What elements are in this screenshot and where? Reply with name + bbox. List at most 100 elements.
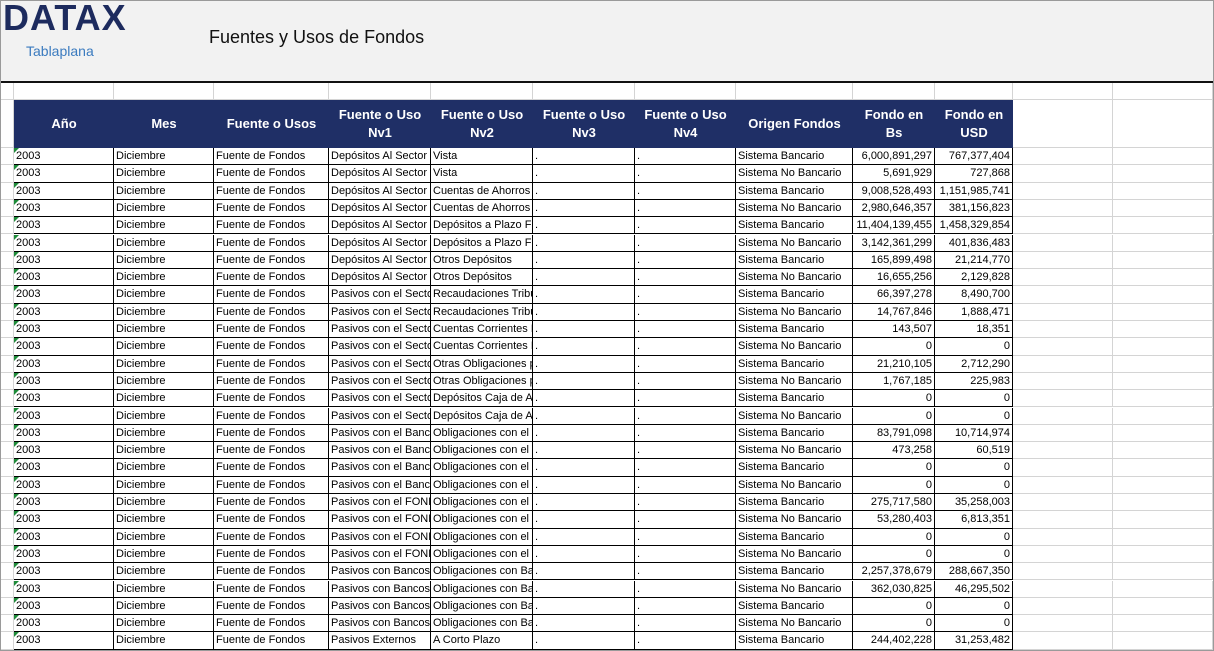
column-header: Fuente o Uso Nv2 bbox=[431, 100, 533, 148]
table-cell: . bbox=[533, 321, 635, 339]
table-cell: Cuentas Corrientes Fi bbox=[431, 321, 533, 339]
table-cell: Fuente de Fondos bbox=[214, 148, 329, 166]
table-cell: Recaudaciones Tribut bbox=[431, 286, 533, 304]
table-cell: Diciembre bbox=[114, 424, 214, 443]
table-cell: 244,402,228 bbox=[853, 632, 935, 650]
table-cell: 767,377,404 bbox=[935, 148, 1013, 166]
table-cell: Sistema No Bancario bbox=[736, 511, 853, 529]
table-cell: 35,258,003 bbox=[935, 494, 1013, 512]
table-cell: 2003 bbox=[14, 528, 114, 546]
table-cell: Obligaciones con Bar bbox=[431, 615, 533, 633]
table-cell: Obligaciones con el B bbox=[431, 442, 533, 460]
table-cell: Diciembre bbox=[114, 165, 214, 183]
empty-cell bbox=[1013, 494, 1113, 512]
empty-cell bbox=[1113, 563, 1213, 581]
table-cell: 2003 bbox=[14, 390, 114, 408]
empty-cell bbox=[1, 83, 14, 100]
table-cell: Depósitos Caja de Ah bbox=[431, 407, 533, 425]
table-cell: . bbox=[533, 372, 635, 391]
empty-cell bbox=[1013, 545, 1113, 564]
table-cell: 66,397,278 bbox=[853, 286, 935, 304]
table-cell: Obligaciones con el B bbox=[431, 476, 533, 494]
table-cell: . bbox=[533, 615, 635, 633]
empty-cell bbox=[1113, 545, 1213, 564]
table-cell: Pasivos con el Sector bbox=[329, 321, 431, 339]
empty-cell bbox=[1113, 597, 1213, 616]
table-cell: Fuente de Fondos bbox=[214, 165, 329, 183]
empty-cell bbox=[1013, 182, 1113, 200]
table-cell: Sistema Bancario bbox=[736, 251, 853, 270]
table-cell: . bbox=[635, 511, 736, 529]
table-cell: 2003 bbox=[14, 632, 114, 650]
table-cell: . bbox=[533, 494, 635, 512]
table-cell: Fuente de Fondos bbox=[214, 511, 329, 529]
table-cell: . bbox=[635, 269, 736, 287]
table-cell: 275,717,580 bbox=[853, 494, 935, 512]
empty-cell bbox=[1013, 580, 1113, 598]
table-cell: Fuente de Fondos bbox=[214, 459, 329, 477]
table-cell: 0 bbox=[935, 597, 1013, 616]
table-cell: Fuente de Fondos bbox=[214, 251, 329, 270]
table-cell: Fuente de Fondos bbox=[214, 199, 329, 218]
table-cell: . bbox=[635, 459, 736, 477]
empty-cell bbox=[635, 83, 736, 100]
empty-cell bbox=[1, 372, 14, 391]
empty-cell bbox=[1013, 459, 1113, 477]
empty-cell bbox=[214, 83, 329, 100]
table-cell: Depósitos Al Sector P bbox=[329, 234, 431, 252]
table-cell: Sistema No Bancario bbox=[736, 338, 853, 356]
table-cell: Sistema No Bancario bbox=[736, 476, 853, 494]
table-cell: Diciembre bbox=[114, 234, 214, 252]
table-cell: Fuente de Fondos bbox=[214, 580, 329, 598]
empty-cell bbox=[1, 511, 14, 529]
empty-cell bbox=[1113, 303, 1213, 321]
table-cell: . bbox=[533, 165, 635, 183]
table-cell: . bbox=[635, 234, 736, 252]
table-cell: Fuente de Fondos bbox=[214, 528, 329, 546]
empty-cell bbox=[1013, 199, 1113, 218]
table-cell: Sistema No Bancario bbox=[736, 303, 853, 321]
table-cell: Sistema Bancario bbox=[736, 528, 853, 546]
empty-cell bbox=[1113, 494, 1213, 512]
empty-cell bbox=[1, 269, 14, 287]
column-header: Fuente o Uso Nv1 bbox=[329, 100, 431, 148]
table-cell: Sistema Bancario bbox=[736, 597, 853, 616]
table-cell: 2003 bbox=[14, 286, 114, 304]
empty-cell bbox=[1113, 100, 1213, 148]
empty-cell bbox=[1, 563, 14, 581]
table-cell: 0 bbox=[853, 528, 935, 546]
empty-cell bbox=[1, 321, 14, 339]
empty-cell bbox=[1, 545, 14, 564]
empty-cell bbox=[1, 251, 14, 270]
empty-cell bbox=[1013, 615, 1113, 633]
empty-cell bbox=[1, 165, 14, 183]
table-cell: 2003 bbox=[14, 459, 114, 477]
table-cell: . bbox=[635, 165, 736, 183]
empty-cell bbox=[1013, 632, 1113, 650]
table-cell: 2,980,646,357 bbox=[853, 199, 935, 218]
table-cell: 0 bbox=[853, 459, 935, 477]
table-cell: 2003 bbox=[14, 580, 114, 598]
table-cell: 2003 bbox=[14, 424, 114, 443]
column-header: Fondo en USD bbox=[935, 100, 1013, 148]
empty-cell bbox=[1113, 217, 1213, 235]
table-cell: Sistema No Bancario bbox=[736, 615, 853, 633]
empty-cell bbox=[1113, 338, 1213, 356]
table-cell: 21,214,770 bbox=[935, 251, 1013, 270]
table-cell: 1,767,185 bbox=[853, 372, 935, 391]
table-cell: . bbox=[635, 199, 736, 218]
table-cell: . bbox=[635, 476, 736, 494]
table-cell: Pasivos con el Sector bbox=[329, 303, 431, 321]
empty-cell bbox=[1113, 234, 1213, 252]
table-cell: Diciembre bbox=[114, 321, 214, 339]
table-cell: 2003 bbox=[14, 372, 114, 391]
table-cell: 21,210,105 bbox=[853, 355, 935, 373]
table-cell: 288,667,350 bbox=[935, 563, 1013, 581]
table-cell: . bbox=[635, 632, 736, 650]
table-cell: Diciembre bbox=[114, 148, 214, 166]
empty-cell bbox=[736, 83, 853, 100]
empty-cell bbox=[1, 494, 14, 512]
empty-cell bbox=[1, 597, 14, 616]
cell-grid: Año Mes Fuente o Usos Fuente o Uso Nv1 Fuent… bbox=[1, 83, 1213, 650]
table-cell: 2003 bbox=[14, 234, 114, 252]
